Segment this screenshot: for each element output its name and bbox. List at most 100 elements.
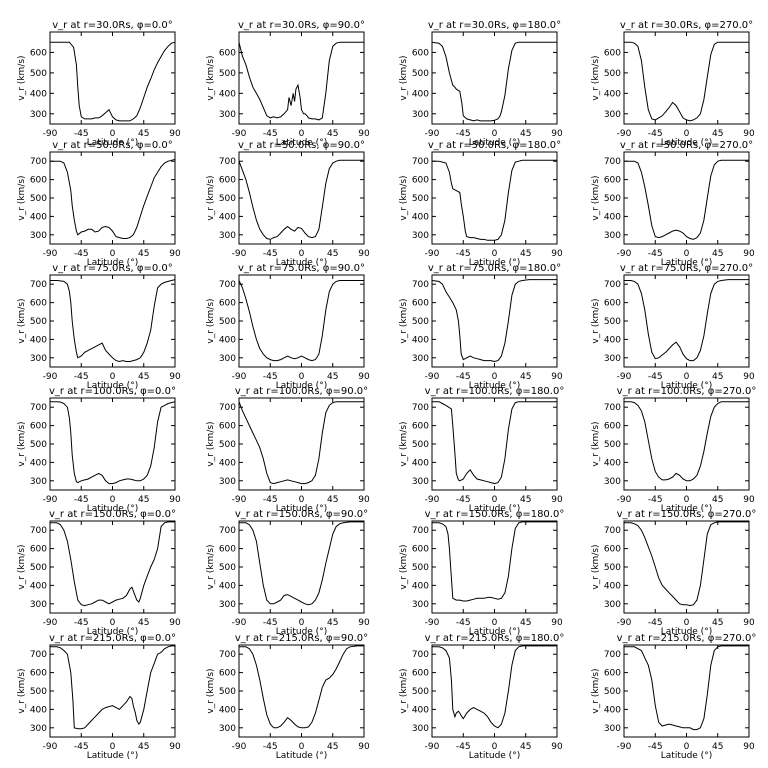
y-tick-label: 600 — [604, 176, 621, 186]
panel-title: v_r at r=150.0Rs, φ=180.0° — [425, 509, 565, 520]
x-axis-label: Latitude (°) — [661, 627, 712, 637]
x-tick-label: 45 — [520, 249, 531, 259]
x-tick-label: 0 — [492, 618, 498, 628]
series-line — [432, 401, 557, 485]
series-line — [624, 159, 749, 240]
y-tick-label: 400 — [219, 212, 236, 222]
y-tick-label: 700 — [412, 403, 429, 413]
y-tick-label: 500 — [219, 563, 236, 573]
y-tick-label: 600 — [219, 545, 236, 555]
x-tick-label: -90 — [617, 372, 632, 382]
series-line — [624, 279, 749, 362]
y-tick-label: 400 — [412, 212, 429, 222]
x-tick-label: -90 — [43, 249, 58, 259]
x-tick-label: 45 — [327, 495, 338, 505]
x-tick-label: 0 — [299, 495, 305, 505]
x-axis-label: Latitude (°) — [661, 258, 712, 268]
y-tick-label: 500 — [412, 69, 429, 79]
x-tick-label: -90 — [43, 372, 58, 382]
y-axis-label: v_r (km/s) — [399, 544, 409, 589]
x-tick-label: -90 — [43, 495, 58, 505]
y-tick-label: 300 — [412, 724, 429, 734]
y-tick-label: 600 — [412, 422, 429, 432]
x-tick-label: -90 — [232, 742, 247, 752]
x-tick-label: 0 — [110, 129, 116, 139]
series-line — [50, 401, 176, 485]
y-tick-label: 700 — [30, 280, 47, 290]
y-axis-label: v_r (km/s) — [399, 175, 409, 220]
panel-17: v_r at r=150.0Rs, φ=0.0° -90 -45 0 45 90 300 40… — [17, 509, 181, 637]
y-tick-label: 300 — [604, 600, 621, 610]
y-axis-label: v_r (km/s) — [399, 421, 409, 466]
y-tick-label: 300 — [412, 477, 429, 487]
y-tick-label: 500 — [604, 69, 621, 79]
x-axis-label: Latitude (°) — [276, 138, 327, 148]
x-tick-label: 45 — [138, 129, 149, 139]
x-tick-label: 45 — [327, 129, 338, 139]
x-tick-label: 90 — [743, 742, 755, 752]
x-tick-label: -90 — [232, 372, 247, 382]
y-axis-label: v_r (km/s) — [206, 55, 216, 100]
y-tick-label: 300 — [219, 231, 236, 241]
x-tick-label: 45 — [327, 372, 338, 382]
plot-frame — [623, 151, 750, 245]
y-tick-label: 700 — [604, 157, 621, 167]
panel-5: v_r at r=50.0Rs, φ=0.0° -90 -45 0 45 90 300 400… — [17, 140, 181, 268]
x-tick-label: 45 — [712, 742, 723, 752]
y-tick-label: 600 — [412, 545, 429, 555]
series-line — [431, 41, 557, 122]
x-tick-label: 0 — [110, 618, 116, 628]
panel-6: v_r at r=50.0Rs, φ=90.0° -90 -45 0 45 90 300 40… — [206, 140, 370, 268]
y-tick-label: 300 — [412, 600, 429, 610]
y-tick-label: 700 — [604, 280, 621, 290]
panel-title: v_r at r=215.0Rs, φ=0.0° — [49, 633, 176, 644]
x-tick-label: 45 — [327, 618, 338, 628]
x-tick-label: 0 — [110, 372, 116, 382]
x-tick-label: 45 — [712, 618, 723, 628]
y-tick-label: 700 — [219, 650, 236, 660]
y-tick-label: 600 — [412, 669, 429, 679]
y-tick-label: 400 — [30, 212, 47, 222]
x-tick-label: 0 — [110, 495, 116, 505]
plot-frame — [623, 520, 750, 614]
y-tick-label: 600 — [604, 422, 621, 432]
x-tick-label: 90 — [743, 129, 755, 139]
y-tick-label: 300 — [219, 724, 236, 734]
x-tick-label: 45 — [138, 742, 149, 752]
y-tick-label: 600 — [604, 669, 621, 679]
plot-frame — [238, 151, 365, 245]
panel-14: v_r at r=100.0Rs, φ=90.0° -90 -45 0 45 90 300 4… — [206, 386, 370, 514]
y-tick-label: 500 — [30, 440, 47, 450]
panel-24: v_r at r=215.0Rs, φ=270.0° -90 -45 0 45 90 300… — [591, 633, 756, 761]
series-line — [50, 158, 176, 239]
y-tick-label: 600 — [604, 299, 621, 309]
y-tick-label: 600 — [219, 422, 236, 432]
x-tick-label: 45 — [520, 372, 531, 382]
series-line — [431, 279, 557, 363]
y-tick-label: 300 — [604, 110, 621, 120]
y-axis-label: v_r (km/s) — [591, 421, 601, 466]
y-tick-label: 600 — [219, 176, 236, 186]
panel-title: v_r at r=75.0Rs, φ=180.0° — [428, 263, 561, 274]
plot-frame — [49, 520, 176, 614]
series-line — [624, 645, 749, 731]
x-axis-label: Latitude (°) — [276, 504, 327, 514]
plot-frame — [623, 31, 750, 125]
x-tick-label: 90 — [358, 372, 370, 382]
y-tick-label: 300 — [30, 724, 47, 734]
y-tick-label: 500 — [219, 317, 236, 327]
y-tick-label: 400 — [30, 335, 47, 345]
y-axis-label: v_r (km/s) — [17, 55, 27, 100]
y-tick-label: 400 — [30, 458, 47, 468]
y-axis-label: v_r (km/s) — [591, 55, 601, 100]
x-tick-label: 45 — [138, 618, 149, 628]
x-tick-label: 90 — [169, 129, 181, 139]
x-tick-label: -45 — [74, 372, 89, 382]
y-tick-label: 500 — [412, 563, 429, 573]
series-line — [432, 521, 557, 602]
panel-title: v_r at r=75.0Rs, φ=0.0° — [52, 263, 173, 274]
x-tick-label: 90 — [169, 618, 181, 628]
x-axis-label: Latitude (°) — [87, 381, 138, 391]
y-tick-label: 300 — [604, 724, 621, 734]
y-axis-label: v_r (km/s) — [591, 544, 601, 589]
